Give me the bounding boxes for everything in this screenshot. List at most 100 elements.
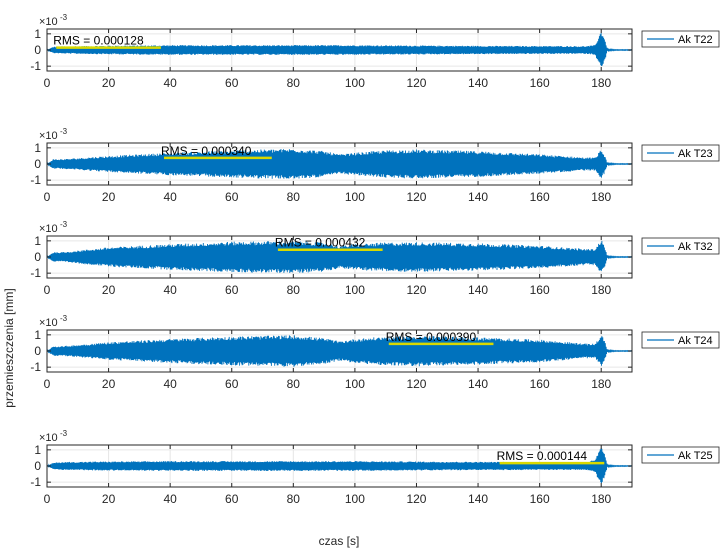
- subplot-4: RMS = 0.000390 0 20 40 60 80 100 120 140 160 180 -1…: [30, 314, 720, 391]
- legend-box: [641, 144, 720, 162]
- legend: Ak T24: [641, 331, 720, 349]
- legend: Ak T25: [641, 446, 720, 464]
- y-exponent-label: ×10: [39, 317, 58, 329]
- legend-box: [641, 237, 720, 255]
- signal-series: [46, 240, 633, 274]
- y-tick-label: 0: [34, 250, 41, 264]
- y-exponent-label: ×10: [39, 16, 58, 28]
- legend-label: Ak T23: [678, 148, 713, 160]
- subplot-1: RMS = 0.000128 0 20 40 60 80 100 120 140 160 180 -1…: [30, 13, 720, 90]
- x-tick-label: 120: [406, 190, 426, 204]
- legend: Ak T23: [641, 144, 720, 162]
- x-tick-label: 120: [406, 377, 426, 391]
- x-tick-label: 60: [225, 492, 239, 506]
- y-exponent-power: -3: [60, 220, 68, 229]
- legend-label: Ak T32: [678, 241, 713, 253]
- signal-series: [46, 32, 633, 67]
- y-tick-label: -1: [30, 173, 41, 187]
- y-tick-label: -1: [30, 475, 41, 489]
- x-tick-label: 100: [345, 190, 365, 204]
- x-tick-label: 40: [163, 377, 177, 391]
- signal-series: [46, 335, 633, 367]
- x-tick-label: 100: [345, 492, 365, 506]
- x-tick-label: 20: [102, 76, 116, 90]
- rms-label: RMS = 0.000128: [53, 34, 144, 48]
- rms-label: RMS = 0.000340: [161, 144, 252, 158]
- y-exponent-power: -3: [60, 429, 68, 438]
- y-tick-label: 1: [34, 328, 41, 342]
- y-exponent-label: ×10: [39, 130, 58, 142]
- x-tick-label: 0: [44, 76, 51, 90]
- x-tick-label: 40: [163, 76, 177, 90]
- legend-label: Ak T25: [678, 450, 713, 462]
- legend: Ak T22: [641, 30, 720, 48]
- y-tick-label: -1: [30, 266, 41, 280]
- x-tick-label: 0: [44, 377, 51, 391]
- x-tick-label: 0: [44, 492, 51, 506]
- legend: Ak T32: [641, 237, 720, 255]
- x-tick-label: 80: [287, 377, 301, 391]
- signal-series: [46, 447, 633, 484]
- y-tick-label: 1: [34, 234, 41, 248]
- x-tick-label: 40: [163, 190, 177, 204]
- rms-label: RMS = 0.000390: [386, 330, 477, 344]
- x-tick-label: 140: [468, 190, 488, 204]
- x-tick-label: 80: [287, 76, 301, 90]
- subplot-2: RMS = 0.000340 0 20 40 60 80 100 120 140 160 180 -1…: [30, 127, 720, 204]
- x-axis-label: czas [s]: [319, 534, 360, 548]
- x-tick-label: 180: [591, 377, 611, 391]
- x-tick-label: 160: [530, 190, 550, 204]
- x-tick-label: 100: [345, 76, 365, 90]
- y-exponent-label: ×10: [39, 223, 58, 235]
- x-tick-label: 180: [591, 283, 611, 297]
- x-tick-label: 60: [225, 76, 239, 90]
- y-exponent-power: -3: [60, 314, 68, 323]
- x-tick-label: 60: [225, 377, 239, 391]
- x-tick-label: 140: [468, 492, 488, 506]
- x-tick-label: 120: [406, 283, 426, 297]
- x-tick-label: 160: [530, 492, 550, 506]
- y-tick-label: -1: [30, 360, 41, 374]
- rms-label: RMS = 0.000432: [275, 236, 366, 250]
- legend-label: Ak T22: [678, 34, 713, 46]
- x-tick-label: 140: [468, 377, 488, 391]
- x-tick-label: 100: [345, 377, 365, 391]
- y-exponent-power: -3: [60, 127, 68, 136]
- y-tick-label: -1: [30, 59, 41, 73]
- legend-box: [641, 30, 720, 48]
- subplot-5: RMS = 0.000144 0 20 40 60 80 100 120 140 160 180 -1…: [30, 429, 720, 506]
- x-tick-label: 80: [287, 492, 301, 506]
- rms-label: RMS = 0.000144: [497, 449, 588, 463]
- x-tick-label: 180: [591, 190, 611, 204]
- y-tick-label: 0: [34, 344, 41, 358]
- y-tick-label: 0: [34, 157, 41, 171]
- y-tick-label: 0: [34, 43, 41, 57]
- x-tick-label: 0: [44, 190, 51, 204]
- x-tick-label: 100: [345, 283, 365, 297]
- x-tick-label: 60: [225, 190, 239, 204]
- x-tick-label: 180: [591, 76, 611, 90]
- x-tick-label: 80: [287, 190, 301, 204]
- x-tick-label: 120: [406, 76, 426, 90]
- legend-label: Ak T24: [678, 335, 713, 347]
- x-tick-label: 0: [44, 283, 51, 297]
- x-tick-label: 20: [102, 377, 116, 391]
- x-tick-label: 20: [102, 190, 116, 204]
- y-axis-label: przemieszczenia [mm]: [2, 288, 16, 407]
- x-tick-label: 120: [406, 492, 426, 506]
- y-tick-label: 1: [34, 443, 41, 457]
- x-tick-label: 140: [468, 76, 488, 90]
- legend-box: [641, 446, 720, 464]
- x-tick-label: 140: [468, 283, 488, 297]
- signal-series: [46, 149, 633, 179]
- legend-box: [641, 331, 720, 349]
- y-exponent-power: -3: [60, 13, 68, 22]
- y-tick-label: 1: [34, 141, 41, 155]
- y-tick-label: 1: [34, 27, 41, 41]
- x-tick-label: 20: [102, 492, 116, 506]
- x-tick-label: 180: [591, 492, 611, 506]
- x-tick-label: 60: [225, 283, 239, 297]
- x-tick-label: 40: [163, 492, 177, 506]
